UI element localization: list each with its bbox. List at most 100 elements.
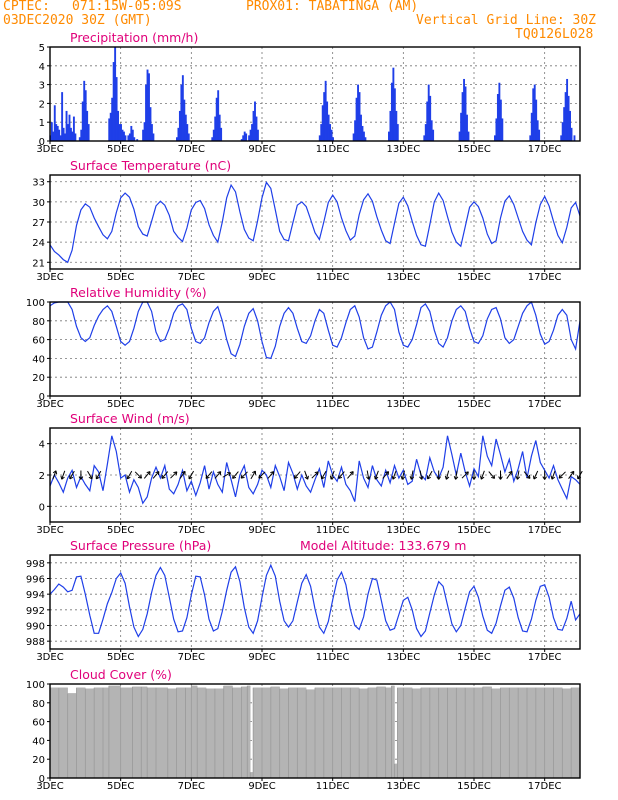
precip-bar (429, 95, 432, 141)
precip-bar (252, 110, 255, 141)
wind-arrow (161, 471, 169, 479)
wind-arrow (488, 471, 495, 479)
wind-arrow-head (500, 476, 503, 480)
precip-bar (59, 135, 62, 141)
wind-arrow-head (60, 475, 63, 480)
precip-bar (460, 112, 463, 141)
precip-bar (211, 137, 214, 141)
wind-arrow-head (338, 476, 343, 479)
precip-bar (495, 118, 498, 141)
wind-arrow-head (374, 476, 379, 480)
precip-bar (72, 116, 75, 141)
panel-wind: Surface Wind (m/s) 0 2 4 3DEC 5DEC 7DEC 9DEC 11D… (36, 411, 583, 536)
wind-arrow-head (401, 476, 406, 480)
precip-bar (393, 88, 396, 141)
panel-title-pres: Surface Pressure (hPa) (70, 538, 211, 553)
precip-bar (256, 129, 259, 141)
wind-arrow-head (551, 476, 556, 480)
precip-bar (395, 110, 398, 141)
wind-arrow (205, 471, 213, 479)
panel-title-precip: Precipitation (mm/h) (70, 30, 198, 45)
precip-bar (178, 110, 181, 141)
xtick-label-pres: 17DEC (528, 652, 562, 663)
wind-arrow (392, 470, 397, 480)
precip-bar (114, 47, 117, 141)
xtick-label-cloud: 9DEC (248, 781, 275, 792)
precip-bar (128, 133, 131, 141)
wind-arrow (258, 471, 266, 479)
wind-arrow-head (96, 476, 100, 480)
wind-arrow (427, 470, 433, 480)
precip-bar (148, 73, 150, 141)
wind-arrow-head (270, 471, 274, 474)
wind-arrow-head (173, 471, 177, 474)
precip-bar (87, 124, 90, 141)
wind-arrow-head (349, 471, 354, 474)
precip-bar (83, 80, 86, 141)
wind-arrow-head (314, 471, 319, 474)
ytick-label-rh: 100 (26, 298, 45, 309)
precip-bar (143, 122, 146, 141)
precip-bar (123, 131, 125, 141)
xtick-label-rh: 7DEC (178, 399, 205, 410)
precip-bar (52, 131, 55, 141)
precip-bar (532, 88, 535, 141)
wind-arrow (419, 470, 423, 480)
ytick-label-cloud: 20 (32, 755, 45, 766)
precip-bar (71, 131, 74, 141)
precip-bar (426, 101, 429, 141)
header-location: PROX01: TABATINGA (AM) (246, 0, 419, 14)
wind-arrow-head (127, 476, 131, 480)
precip-bar (118, 124, 121, 141)
wind-arrow (347, 471, 354, 479)
xtick-label-temp: 9DEC (248, 272, 275, 283)
panel-frame-pres (49, 554, 581, 650)
wind-arrow (382, 471, 389, 479)
precip-bar (249, 129, 252, 141)
header-code: TQ0126L028 (515, 27, 594, 42)
ytick-label-precip: 0 (39, 137, 45, 148)
xtick-label-rh: 11DEC (316, 399, 350, 410)
precip-bar (111, 97, 114, 141)
precip-bar (61, 92, 64, 141)
wind-arrow (294, 471, 301, 479)
precip-bar (212, 129, 215, 141)
precip-bar (501, 118, 504, 141)
wind-arrow-head (558, 474, 561, 479)
wind-arrow-head (61, 476, 65, 480)
precip-bar (563, 107, 566, 141)
precip-bar (561, 122, 564, 141)
wind-arrow-head (228, 472, 232, 477)
wind-arrow-head (258, 476, 263, 479)
wind-arrow-head (455, 476, 459, 480)
header-vgrid: Vertical Grid Line: 30Z (416, 13, 597, 28)
wind-arrow-head (471, 476, 475, 480)
xtick-label-precip: 15DEC (457, 144, 491, 155)
precip-bar (84, 90, 87, 141)
wind-arrow-head (161, 476, 166, 479)
wind-arrow (401, 470, 405, 480)
ytick-label-rh: 60 (32, 336, 45, 347)
panel-frame-wind (49, 427, 581, 523)
precip-bar (112, 62, 115, 141)
wind-arrow (506, 471, 513, 479)
wind-arrow-head (467, 471, 469, 476)
wind-arrow-head (80, 476, 84, 480)
xtick-label-rh: 9DEC (248, 399, 275, 410)
precip-bar (324, 80, 327, 141)
wind-arrow-head (155, 471, 160, 474)
precip-bar (218, 114, 221, 141)
wind-arrow (179, 471, 186, 479)
wind-arrow-head (421, 476, 424, 480)
xtick-label-temp: 15DEC (457, 272, 491, 283)
precip-bar (187, 133, 190, 141)
xtick-label-wind: 13DEC (386, 525, 420, 536)
precip-bar (354, 120, 357, 141)
precip-bar (467, 131, 470, 141)
xtick-label-pres: 9DEC (248, 652, 275, 663)
wind-arrow (214, 471, 222, 479)
precip-bar (392, 67, 395, 141)
precip-bar (55, 124, 58, 141)
ytick-label-cloud: 0 (39, 774, 45, 785)
wind-arrow-head (368, 476, 371, 480)
